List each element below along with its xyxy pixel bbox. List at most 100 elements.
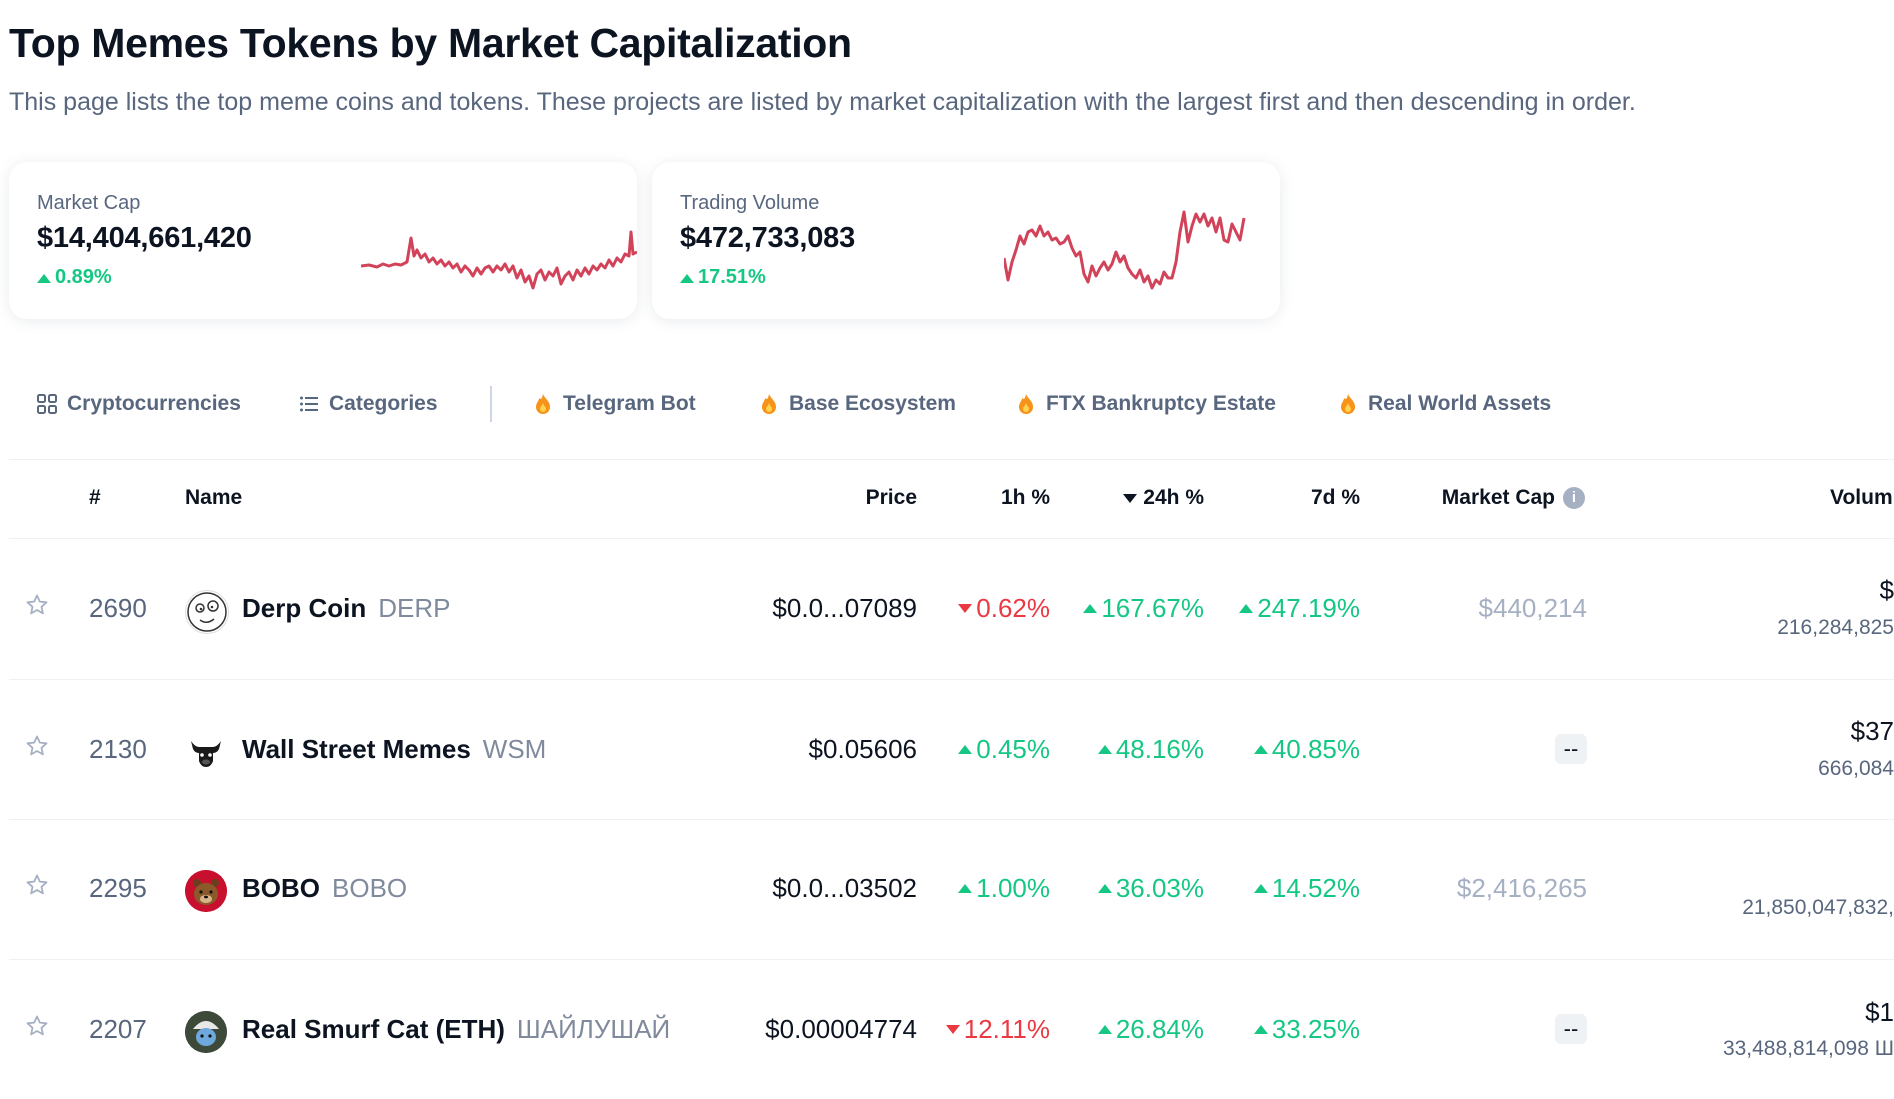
volume-usd: $1 (1865, 997, 1894, 1027)
caret-up-icon (1253, 745, 1268, 754)
header-market-cap-label: Market Cap (1441, 486, 1555, 509)
coin-symbol: BOBO (332, 873, 408, 903)
market-cap-placeholder: -- (1555, 1014, 1587, 1044)
caret-up-icon (1097, 884, 1112, 893)
tab-categories[interactable]: Categories (299, 384, 438, 424)
trading-volume-sparkline (1004, 210, 1246, 290)
table-row[interactable]: 2690 Derp Coin DERP $0.0...07089 0.62% 16… (0, 539, 1894, 679)
rank: 2295 (89, 873, 147, 903)
rank: 2130 (89, 734, 147, 764)
header-price[interactable]: Price (865, 486, 917, 509)
volume-usd: $37 (1850, 716, 1894, 746)
change-1h: 0.62% (958, 593, 1050, 624)
volume-tokens: 33,488,814,098 Ш (1722, 1037, 1894, 1060)
header-rank[interactable]: # (89, 486, 101, 509)
bobo-logo (185, 870, 227, 912)
change-7d: 247.19% (1239, 593, 1360, 624)
fire-icon (1338, 394, 1358, 414)
header-name[interactable]: Name (185, 486, 243, 509)
volume-tokens: 666,084 (1818, 757, 1894, 780)
volume-tokens: 21,850,047,832, (1742, 896, 1894, 919)
page-title: Top Memes Tokens by Market Capitalizatio… (9, 20, 852, 66)
category-tabs: Cryptocurrencies Categories Telegram Bot… (0, 384, 1894, 424)
coin-name[interactable]: Wall Street Memes WSM (242, 734, 546, 765)
divider (9, 959, 1894, 960)
caret-up-icon (1253, 884, 1268, 893)
sort-desc-icon (1123, 493, 1138, 503)
price: $0.00004774 (765, 1014, 917, 1044)
fire-icon (759, 394, 779, 414)
tab-ftx-bankruptcy-estate[interactable]: FTX Bankruptcy Estate (1016, 384, 1276, 424)
volume-tokens: 216,284,825 (1777, 616, 1894, 639)
tab-label: Cryptocurrencies (67, 392, 241, 415)
price: $0.0...03502 (772, 873, 917, 903)
market-cap-change: 0.89% (37, 266, 112, 289)
coin-name[interactable]: BOBO BOBO (242, 873, 407, 904)
tab-telegram-bot[interactable]: Telegram Bot (533, 384, 696, 424)
market-cap: $440,214 (1478, 593, 1587, 623)
market-cap-placeholder: -- (1555, 734, 1587, 764)
table-row[interactable]: 2130 Wall Street Memes WSM $0.05606 0.45%… (0, 679, 1894, 819)
coin-name[interactable]: Derp Coin DERP (242, 593, 450, 624)
change-1h: 0.45% (958, 734, 1050, 765)
star-icon[interactable] (25, 1014, 49, 1038)
header-24h[interactable]: 24h % (1123, 486, 1204, 510)
caret-up-icon (1097, 1025, 1112, 1034)
caret-up-icon (1253, 1025, 1268, 1034)
list-icon (299, 394, 319, 414)
caret-up-icon (1083, 604, 1098, 613)
trading-volume-card[interactable]: Trading Volume $472,733,083 17.51% (652, 162, 1280, 319)
market-cap-card[interactable]: Market Cap $14,404,661,420 0.89% (9, 162, 637, 319)
change-1h: 1.00% (958, 873, 1050, 904)
coin-name-text: Real Smurf Cat (ETH) (242, 1014, 505, 1044)
change-7d: 40.85% (1253, 734, 1360, 765)
header-volume[interactable]: Volum (1830, 486, 1893, 509)
tab-real-world-assets[interactable]: Real World Assets (1338, 384, 1551, 424)
change-24h: 26.84% (1097, 1014, 1204, 1045)
star-icon[interactable] (25, 873, 49, 897)
caret-up-icon (1097, 745, 1112, 754)
market-cap-label: Market Cap (37, 192, 141, 214)
grid-icon (37, 394, 57, 414)
derp-coin-logo (185, 590, 229, 634)
coin-symbol: ШАЙЛУШАЙ (516, 1014, 671, 1044)
tab-label: Real World Assets (1368, 392, 1552, 415)
change-7d: 33.25% (1253, 1014, 1360, 1045)
caret-down-icon (945, 1025, 960, 1034)
table-row[interactable]: 2207 Real Smurf Cat (ETH) ШАЙЛУШАЙ $0.000… (0, 959, 1894, 1099)
change-7d: 14.52% (1253, 873, 1360, 904)
caret-up-icon (37, 274, 51, 283)
info-icon[interactable]: i (1563, 487, 1585, 509)
change-24h: 48.16% (1097, 734, 1204, 765)
change-24h: 167.67% (1083, 593, 1204, 624)
header-7d[interactable]: 7d % (1310, 486, 1360, 509)
wall-street-memes-logo (185, 731, 227, 773)
star-icon[interactable] (25, 593, 49, 617)
market-cap-sparkline (361, 230, 637, 290)
change-1h: 12.11% (945, 1014, 1050, 1045)
rank: 2690 (89, 593, 147, 623)
header-market-cap[interactable]: Market Cap i (1442, 486, 1585, 510)
market-cap-value: $14,404,661,420 (37, 222, 252, 254)
table-row[interactable]: 2295 BOBO BOBO $0.0...03502 1.00% 36.03% … (0, 819, 1894, 959)
caret-up-icon (958, 745, 973, 754)
trading-volume-value: $472,733,083 (680, 222, 855, 254)
volume-usd: $ (1879, 575, 1894, 605)
tab-divider (490, 386, 492, 422)
caret-up-icon (958, 884, 973, 893)
divider (9, 459, 1894, 460)
header-1h[interactable]: 1h % (1000, 486, 1050, 509)
tab-cryptocurrencies[interactable]: Cryptocurrencies (37, 384, 241, 424)
fire-icon (1016, 394, 1036, 414)
coin-name[interactable]: Real Smurf Cat (ETH) ШАЙЛУШАЙ (242, 1014, 670, 1045)
star-icon[interactable] (25, 734, 49, 758)
market-cap: $2,416,265 (1456, 873, 1587, 903)
caret-up-icon (1239, 604, 1254, 613)
tab-base-ecosystem[interactable]: Base Ecosystem (759, 384, 956, 424)
page-subtitle: This page lists the top meme coins and t… (9, 88, 1636, 116)
fire-icon (533, 394, 553, 414)
divider (9, 538, 1894, 539)
rank: 2207 (89, 1014, 147, 1044)
tab-label: FTX Bankruptcy Estate (1046, 392, 1276, 415)
